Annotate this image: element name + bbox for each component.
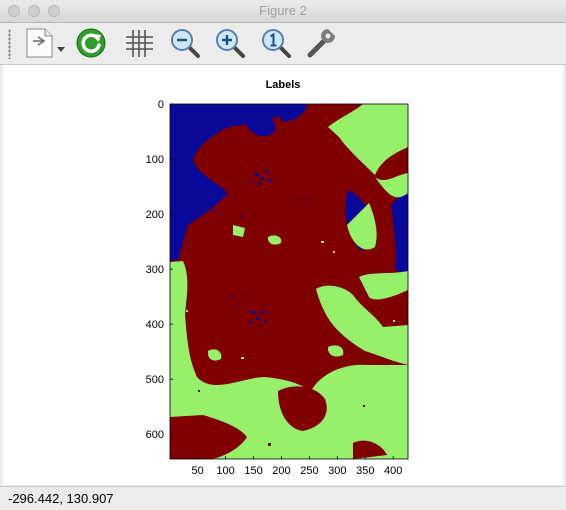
settings-button[interactable]	[303, 25, 339, 61]
label-region-blue	[391, 187, 408, 275]
label-region-maroon	[278, 386, 327, 431]
y-tick-label: 0	[158, 99, 164, 111]
label-region-maroon	[170, 415, 247, 459]
title-bar: Figure 2	[0, 0, 566, 23]
y-tick-label: 200	[146, 209, 164, 221]
zoom-out-button[interactable]	[167, 25, 203, 61]
grid-icon	[122, 26, 156, 60]
window-title: Figure 2	[259, 3, 307, 18]
label-region-green	[347, 203, 377, 250]
y-tick-label: 600	[146, 429, 164, 441]
zoom-in-button[interactable]	[212, 25, 248, 61]
x-tick-label: 200	[272, 465, 290, 477]
zoom-reset-button[interactable]	[258, 25, 294, 61]
label-region-blue	[278, 104, 308, 122]
y-tick-label: 300	[146, 264, 164, 276]
y-tick-label: 100	[146, 154, 164, 166]
label-region-green	[267, 235, 282, 245]
x-tick-label: 350	[356, 465, 374, 477]
x-tick-label: 250	[300, 465, 318, 477]
label-region-green	[170, 261, 408, 459]
figure-canvas[interactable]: Labels	[3, 65, 563, 485]
label-region-green	[359, 271, 408, 300]
label-image	[170, 104, 408, 459]
label-speckle-maroon	[198, 390, 365, 449]
zoom-window-button[interactable]	[48, 5, 60, 17]
refresh-icon	[74, 26, 108, 60]
minimize-window-button[interactable]	[28, 5, 40, 17]
toolbar	[0, 23, 566, 65]
cursor-coordinates: -296.442, 130.907	[8, 491, 114, 506]
plot-axes: 50 100 150 200 250 300 350 400 0 100 200 300 400 500…	[146, 99, 409, 477]
x-axis: 50 100 150 200 250 300 350 400	[192, 456, 402, 477]
zoom-in-icon	[213, 26, 247, 60]
label-region-green	[316, 285, 408, 365]
axes-frame	[169, 103, 409, 460]
new-figure-button[interactable]	[20, 25, 68, 61]
refresh-button[interactable]	[73, 25, 109, 61]
y-tick-label: 500	[146, 374, 164, 386]
label-region-green	[327, 345, 344, 357]
x-tick-label: 50	[192, 465, 204, 477]
status-bar: -296.442, 130.907	[0, 486, 566, 510]
label-region-blue	[170, 104, 303, 261]
label-speckle-blue	[213, 170, 305, 327]
y-tick-label: 400	[146, 319, 164, 331]
label-region-green	[233, 225, 245, 237]
label-region-green	[207, 349, 222, 361]
label-region-maroon	[353, 440, 387, 459]
zoom-out-icon	[168, 26, 202, 60]
document-menu-icon	[21, 26, 67, 60]
x-tick-label: 300	[328, 465, 346, 477]
x-tick-label: 400	[384, 465, 402, 477]
zoom-1-icon	[259, 26, 293, 60]
label-region-green	[328, 104, 408, 175]
x-tick-label: 150	[244, 465, 262, 477]
close-window-button[interactable]	[8, 5, 20, 17]
plot-title: Labels	[265, 79, 301, 91]
toolbar-grip	[8, 29, 11, 59]
label-speckle-green	[184, 241, 395, 359]
grid-button[interactable]	[121, 25, 157, 61]
label-region-blue	[243, 114, 276, 137]
y-axis: 0 100 200 300 400 500 600	[146, 99, 173, 441]
label-region-green	[375, 173, 408, 198]
wrench-icon	[304, 26, 338, 60]
x-tick-label: 100	[216, 465, 234, 477]
